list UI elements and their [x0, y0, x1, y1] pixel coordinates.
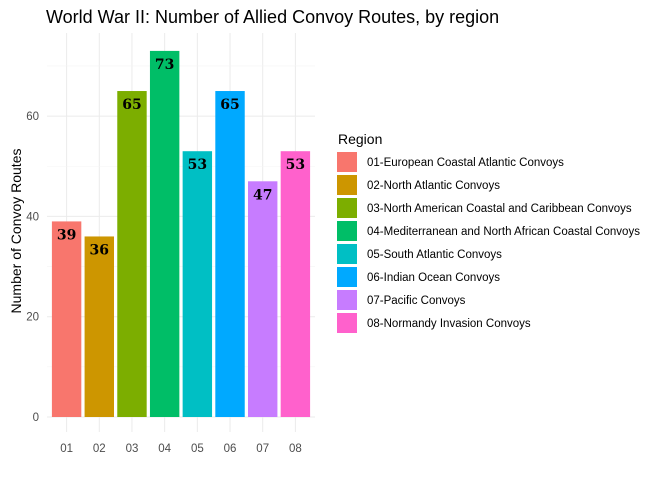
data-label-08: 53 — [286, 157, 305, 173]
legend-label-06: 06-Indian Ocean Convoys — [367, 272, 500, 284]
data-label-02: 36 — [90, 242, 109, 258]
bar-01 — [51, 221, 82, 417]
legend-title: Region — [338, 131, 382, 147]
legend-label-02: 02-North Atlantic Convoys — [367, 180, 500, 192]
data-label-05: 53 — [188, 157, 207, 173]
data-label-04: 73 — [155, 57, 174, 73]
x-tick-label: 02 — [93, 443, 106, 455]
y-tick-label: 60 — [26, 111, 39, 123]
bar-02 — [84, 236, 114, 417]
x-tick-label: 08 — [289, 443, 302, 455]
data-labels: 39 36 65 73 53 65 47 53 — [57, 57, 305, 259]
legend-label-04: 04-Mediterranean and North African Coast… — [367, 226, 640, 238]
x-axis-ticks: 01 02 03 04 05 06 07 08 — [60, 443, 302, 455]
chart-title: World War II: Number of Allied Convoy Ro… — [46, 7, 499, 27]
bar-07 — [248, 181, 278, 417]
x-tick-label: 01 — [60, 443, 73, 455]
bars — [51, 50, 311, 418]
x-tick-label: 05 — [191, 443, 204, 455]
legend-key-03 — [337, 198, 357, 218]
x-tick-label: 03 — [126, 443, 139, 455]
legend-label-05: 05-South Atlantic Convoys — [367, 249, 502, 261]
legend-key-08 — [337, 313, 357, 333]
legend-key-07 — [337, 290, 357, 310]
y-tick-label: 40 — [26, 211, 39, 223]
legend-key-05 — [337, 244, 357, 264]
bar-08 — [280, 151, 311, 417]
x-tick-label: 04 — [158, 443, 171, 455]
data-label-06: 65 — [220, 97, 239, 113]
bar-03 — [117, 91, 147, 418]
legend-label-03: 03-North American Coastal and Caribbean … — [367, 203, 632, 215]
legend-label-07: 07-Pacific Convoys — [367, 295, 466, 307]
bar-04 — [149, 50, 180, 417]
legend-key-04 — [337, 221, 357, 241]
x-tick-label: 07 — [256, 443, 269, 455]
x-tick-label: 06 — [224, 443, 237, 455]
y-tick-label: 20 — [26, 312, 39, 324]
legend-label-01: 01-European Coastal Atlantic Convoys — [367, 157, 564, 169]
bar-05 — [182, 151, 213, 417]
bar-06 — [215, 91, 245, 418]
legend-label-08: 08-Normandy Invasion Convoys — [367, 318, 531, 330]
legend-key-02 — [337, 175, 357, 195]
data-label-07: 47 — [253, 187, 272, 203]
legend-key-06 — [337, 267, 357, 287]
data-label-03: 65 — [122, 97, 141, 113]
legend: Region 01-European Coastal Atlantic Conv… — [337, 131, 640, 333]
data-label-01: 39 — [57, 227, 76, 243]
y-axis-title: Number of Convoy Routes — [8, 149, 24, 314]
legend-key-01 — [337, 152, 357, 172]
legend-entries: 01-European Coastal Atlantic Convoys 02-N… — [337, 152, 640, 333]
y-axis-ticks: 0 20 40 60 — [26, 111, 39, 424]
y-tick-label: 0 — [33, 412, 39, 424]
